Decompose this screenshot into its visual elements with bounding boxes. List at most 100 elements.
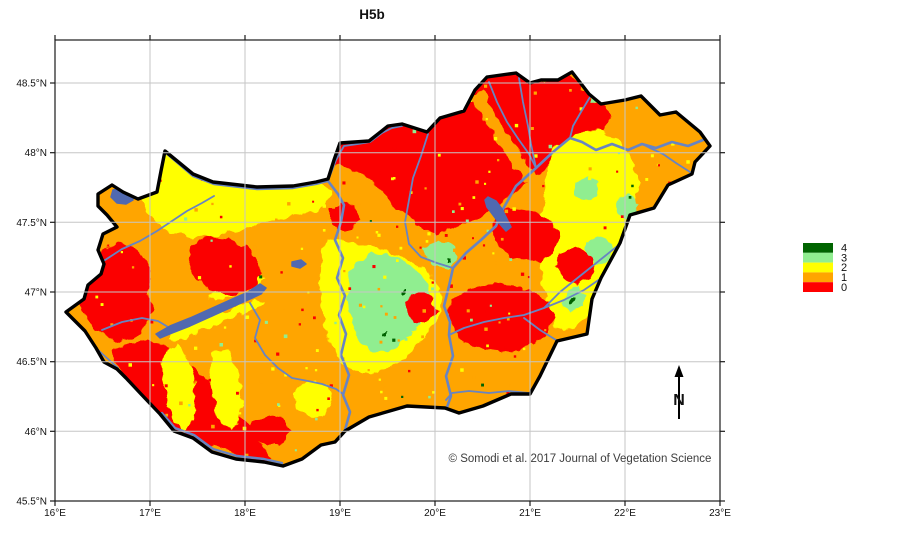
raster-cell <box>660 236 663 239</box>
raster-cell <box>185 405 190 409</box>
raster-cell <box>396 259 399 262</box>
raster-cell <box>647 86 651 90</box>
raster-cell <box>472 237 474 240</box>
raster-cell <box>383 386 387 390</box>
raster-cell <box>329 140 332 143</box>
raster-cell <box>512 207 516 211</box>
raster-cell <box>508 312 511 315</box>
raster-cell <box>686 160 690 164</box>
y-tick-label: 47.5°N <box>16 218 47 229</box>
raster-cell <box>332 112 336 116</box>
raster-cell <box>485 309 490 314</box>
raster-cell <box>276 352 280 356</box>
raster-cell <box>241 165 245 169</box>
raster-cell <box>219 343 223 347</box>
raster-cell <box>259 380 264 384</box>
river-szamos <box>641 143 691 173</box>
raster-cell <box>548 144 553 149</box>
river-koros <box>448 278 601 336</box>
raster-cell <box>569 89 572 92</box>
raster-cell <box>217 391 221 396</box>
raster-cell <box>690 261 694 265</box>
raster-cell <box>646 372 650 376</box>
raster-cell <box>137 437 140 440</box>
raster-cell <box>163 109 167 113</box>
raster-cell <box>312 200 315 203</box>
raster-cell <box>514 252 518 256</box>
raster-cell <box>657 164 660 167</box>
raster-cell <box>88 147 92 151</box>
raster-cell <box>572 428 575 431</box>
raster-cell <box>492 252 495 255</box>
raster-cell <box>419 246 422 249</box>
raster-cell <box>362 125 366 129</box>
map-patch-nyirseg-green-d <box>615 194 638 218</box>
raster-cell <box>645 256 648 259</box>
raster-cell <box>659 242 664 246</box>
raster-cell <box>419 461 423 465</box>
raster-cell <box>688 391 693 396</box>
raster-cell <box>689 380 693 384</box>
plot-frame <box>54 39 721 502</box>
raster-cell <box>396 225 399 228</box>
raster-cell <box>642 249 645 252</box>
raster-cell <box>383 275 387 279</box>
raster-cell <box>472 445 475 449</box>
raster-cell <box>375 231 379 234</box>
raster-cell <box>484 327 488 331</box>
raster-cell <box>560 130 564 133</box>
raster-cell <box>651 72 654 75</box>
raster-cell <box>142 445 145 448</box>
raster-cell <box>93 132 96 135</box>
raster-cell <box>229 265 232 268</box>
legend-swatch-2 <box>803 262 833 273</box>
raster-cell <box>87 206 90 209</box>
raster-cell <box>410 278 414 281</box>
x-tick-label: 22°E <box>614 508 636 519</box>
raster-cell <box>436 97 440 101</box>
raster-cell <box>591 320 595 325</box>
raster-cell <box>660 443 664 447</box>
raster-cell <box>250 450 254 454</box>
raster-cell <box>131 266 135 269</box>
raster-cell <box>320 243 323 246</box>
raster-cell <box>526 200 530 204</box>
raster-cell <box>339 202 343 206</box>
raster-cell <box>184 120 189 124</box>
raster-cell <box>577 381 580 384</box>
axes-frame: 16°E 17°E 18°E 19°E 20°E 21°E 22°E 23°E 48.5°N 48… <box>16 35 731 519</box>
raster-cell <box>369 220 372 223</box>
raster-cell <box>211 424 215 429</box>
map-patch-somogy-strip-east <box>210 348 243 430</box>
river-mura <box>96 348 119 369</box>
raster-cell <box>424 187 427 190</box>
raster-cell <box>444 234 448 237</box>
raster-cell <box>95 295 99 299</box>
raster-cell <box>542 184 545 188</box>
raster-cell <box>313 316 316 320</box>
raster-cell <box>670 426 673 429</box>
raster-cell <box>456 79 459 82</box>
raster-cell <box>237 96 241 99</box>
raster-cell <box>284 373 288 377</box>
raster-cell <box>254 339 257 343</box>
raster-cell <box>312 154 316 158</box>
legend-swatch-3 <box>803 252 833 263</box>
raster-cell <box>103 365 106 369</box>
raster-cell <box>84 373 89 377</box>
raster-cell <box>653 349 657 353</box>
raster-cell <box>588 167 592 171</box>
raster-cell <box>586 154 589 157</box>
raster-cell <box>460 426 463 429</box>
raster-cell <box>76 351 79 354</box>
raster-cell <box>393 177 396 180</box>
raster-cell <box>137 78 140 81</box>
raster-cell <box>659 277 663 281</box>
raster-cell <box>412 129 417 134</box>
raster-cell <box>369 100 373 104</box>
raster-cell <box>543 253 546 256</box>
map-patch-nyirseg <box>540 130 638 332</box>
raster-cell <box>319 123 323 128</box>
river-drava <box>160 411 284 465</box>
